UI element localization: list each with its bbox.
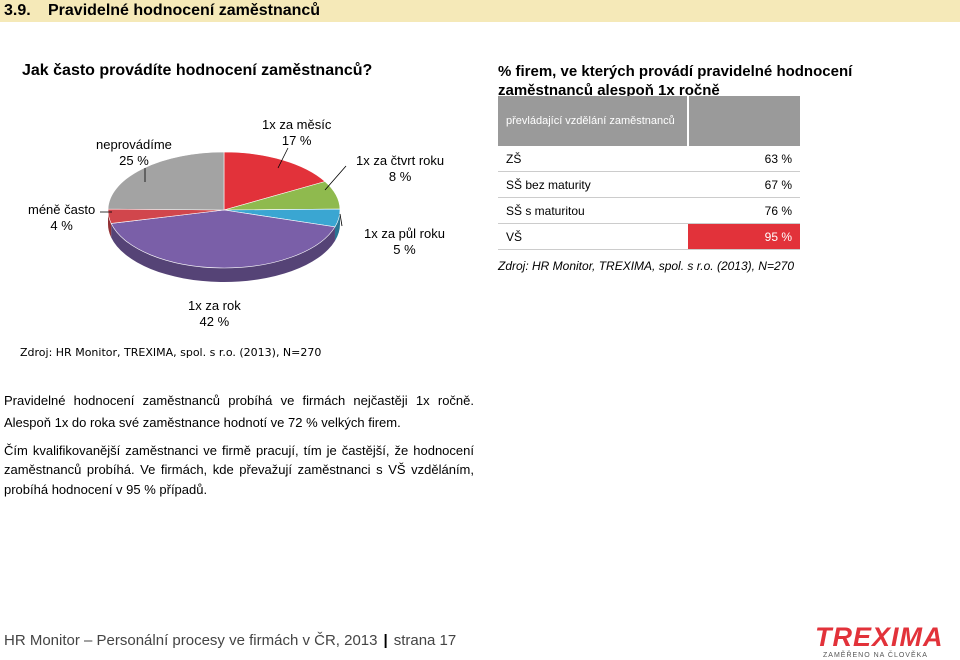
- table-row-highlighted: VŠ 95 %: [498, 223, 800, 250]
- pie-label-yearly: 1x za rok 42 %: [188, 298, 241, 330]
- pie-label-text: 1x za půl roku: [364, 226, 445, 241]
- pie-leader-line: [339, 213, 343, 227]
- table-category: SŠ s maturitou: [498, 197, 688, 224]
- table-value: 95 %: [688, 223, 800, 250]
- pie-label-text: 1x za rok: [188, 298, 241, 313]
- pie-label-text: méně často: [28, 202, 96, 217]
- footer-text: HR Monitor – Personální procesy ve firmá…: [4, 632, 378, 649]
- footer-page: strana 17: [393, 632, 457, 649]
- paragraph-line: Alespoň 1x do roka své zaměstnance hodno…: [4, 415, 401, 430]
- table-category: ZŠ: [498, 146, 688, 172]
- paragraph-line: probíhá hodnocení v 95 % případů.: [4, 482, 208, 497]
- education-table: převládající vzdělání zaměstnanců ZŠ 63 …: [498, 96, 800, 250]
- paragraph-line: Pravidelné hodnocení zaměstnanců probíhá…: [4, 393, 474, 408]
- logo-word: TREXIMA: [815, 622, 944, 652]
- pie-question: Jak často provádíte hodnocení zaměstnanc…: [22, 62, 373, 79]
- pie-source: Zdroj: HR Monitor, TREXIMA, spol. s r.o.…: [20, 346, 322, 359]
- table-category: SŠ bez maturity: [498, 171, 688, 198]
- pie-leader-line: [277, 147, 289, 169]
- pie-label-text: neprovádíme: [96, 137, 172, 152]
- section-title: Pravidelné hodnocení zaměstnanců: [48, 2, 321, 19]
- table-header: převládající vzdělání zaměstnanců: [498, 96, 688, 146]
- pie-chart: [100, 147, 347, 282]
- table-row: SŠ bez maturity 67 %: [498, 171, 800, 198]
- section-title-bar: 3.9. Pravidelné hodnocení zaměstnanců: [0, 0, 960, 22]
- pie-slice-1x-za-rok: [110, 209, 336, 269]
- pie-slice-neprovádíme: [107, 151, 225, 211]
- paragraph-line: zaměstnanců probíhá. Ve firmách, kde pře…: [4, 462, 474, 477]
- table-row: ZŠ 63 %: [498, 146, 800, 172]
- pie-label-value: 25 %: [119, 153, 149, 168]
- pie-label-value: 4 %: [50, 218, 73, 233]
- pie-label-value: 5 %: [393, 242, 416, 257]
- table-source: Zdroj: HR Monitor, TREXIMA, spol. s r.o.…: [498, 259, 794, 273]
- pie-label-value: 42 %: [199, 314, 230, 329]
- pie-label-less-often: méně často 4 %: [28, 202, 95, 234]
- pie-label-none: neprovádíme 25 %: [96, 137, 172, 169]
- pie-side-1x-za-půl-roku: [334, 210, 340, 241]
- pie-label-monthly: 1x za měsíc 17 %: [262, 117, 331, 149]
- pie-label-text: 1x za čtvrt roku: [356, 153, 445, 168]
- paragraph-line: Čím kvalifikovanější zaměstnanci ve firm…: [4, 443, 474, 458]
- pie-label-halfyear: 1x za půl roku 5 %: [364, 226, 445, 258]
- logo-tagline: ZAMĚŘENO NA ČLOVĚKA: [823, 652, 928, 659]
- pie-slice-1x-za-měsíc: [223, 151, 326, 211]
- pie-label-value: 17 %: [281, 133, 312, 148]
- table-value: 63 %: [688, 146, 800, 172]
- table-category: VŠ: [498, 223, 688, 250]
- footer: HR Monitor – Personální procesy ve firmá…: [4, 632, 456, 649]
- pie-label-quarterly: 1x za čtvrt roku 8 %: [356, 153, 444, 185]
- footer-separator: |: [383, 632, 388, 649]
- table-question: % firem, ve kterých provádí pravidelné h…: [498, 63, 853, 99]
- trexima-logo: TREXIMA ZAMĚŘENO NA ČLOVĚKA: [815, 622, 957, 660]
- table-header-blank: [687, 96, 800, 146]
- pie-label-text: 1x za měsíc: [262, 117, 332, 132]
- pie-side-1x-za-rok: [111, 223, 335, 282]
- table-row: SŠ s maturitou 76 %: [498, 197, 800, 224]
- table-header-row: převládající vzdělání zaměstnanců: [498, 96, 800, 146]
- table-value: 76 %: [688, 197, 800, 224]
- pie-leader-line: [324, 165, 347, 191]
- table-value: 67 %: [688, 171, 800, 198]
- section-number: 3.9.: [4, 2, 31, 19]
- pie-label-value: 8 %: [388, 169, 412, 184]
